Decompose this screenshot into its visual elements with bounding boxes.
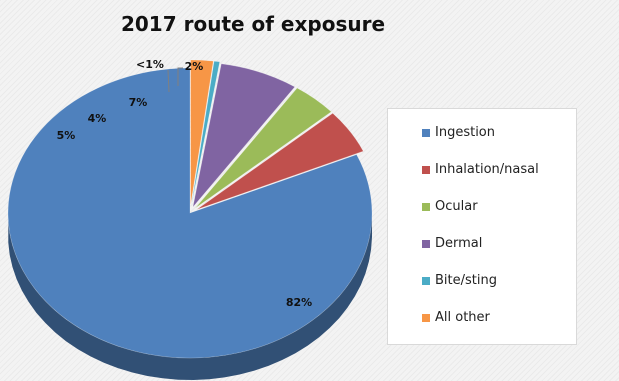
pie-slice-0 — [7, 67, 373, 359]
legend-item-dermal: Dermal — [422, 236, 482, 251]
pie-slice-4 — [191, 60, 221, 206]
legend-item-ingestion: Ingestion — [422, 125, 495, 140]
legend-label-ocular: Ocular — [435, 199, 478, 214]
data-label-1: 5% — [57, 129, 76, 142]
data-label-5: 2% — [185, 60, 204, 73]
pie-slice-5 — [190, 59, 214, 206]
legend-item-inhalation: Inhalation/nasal — [422, 162, 539, 177]
data-label-0: 82% — [286, 296, 312, 309]
legend-label-ingestion: Ingestion — [435, 125, 495, 140]
pie-slice-1 — [196, 112, 364, 210]
leader-line-all-other — [177, 67, 183, 86]
pie-slice-2 — [195, 87, 332, 209]
legend-item-bite-sting: Bite/sting — [422, 273, 497, 288]
legend-label-all-other: All other — [435, 310, 490, 325]
pie-side-0 — [8, 214, 373, 380]
legend-label-bite-sting: Bite/sting — [435, 273, 497, 288]
leader-line-bite-sting — [167, 69, 170, 93]
data-label-4: <1% — [136, 58, 164, 71]
legend: Ingestion Inhalation/nasal Ocular Dermal… — [387, 108, 577, 345]
data-label-3: 7% — [129, 96, 148, 109]
pie-slice-3 — [192, 63, 296, 209]
data-label-2: 4% — [88, 112, 107, 125]
legend-swatch-dermal — [422, 239, 430, 248]
legend-swatch-inhalation — [422, 165, 430, 174]
legend-label-dermal: Dermal — [435, 236, 483, 251]
legend-item-all-other: All other — [422, 310, 490, 325]
legend-swatch-bite-sting — [422, 276, 430, 285]
legend-label-inhalation: Inhalation/nasal — [435, 162, 539, 177]
legend-swatch-all-other — [422, 313, 430, 322]
chart-title: 2017 route of exposure — [120, 12, 386, 36]
legend-item-ocular: Ocular — [422, 199, 478, 214]
legend-swatch-ingestion — [422, 128, 430, 137]
legend-swatch-ocular — [422, 202, 430, 211]
